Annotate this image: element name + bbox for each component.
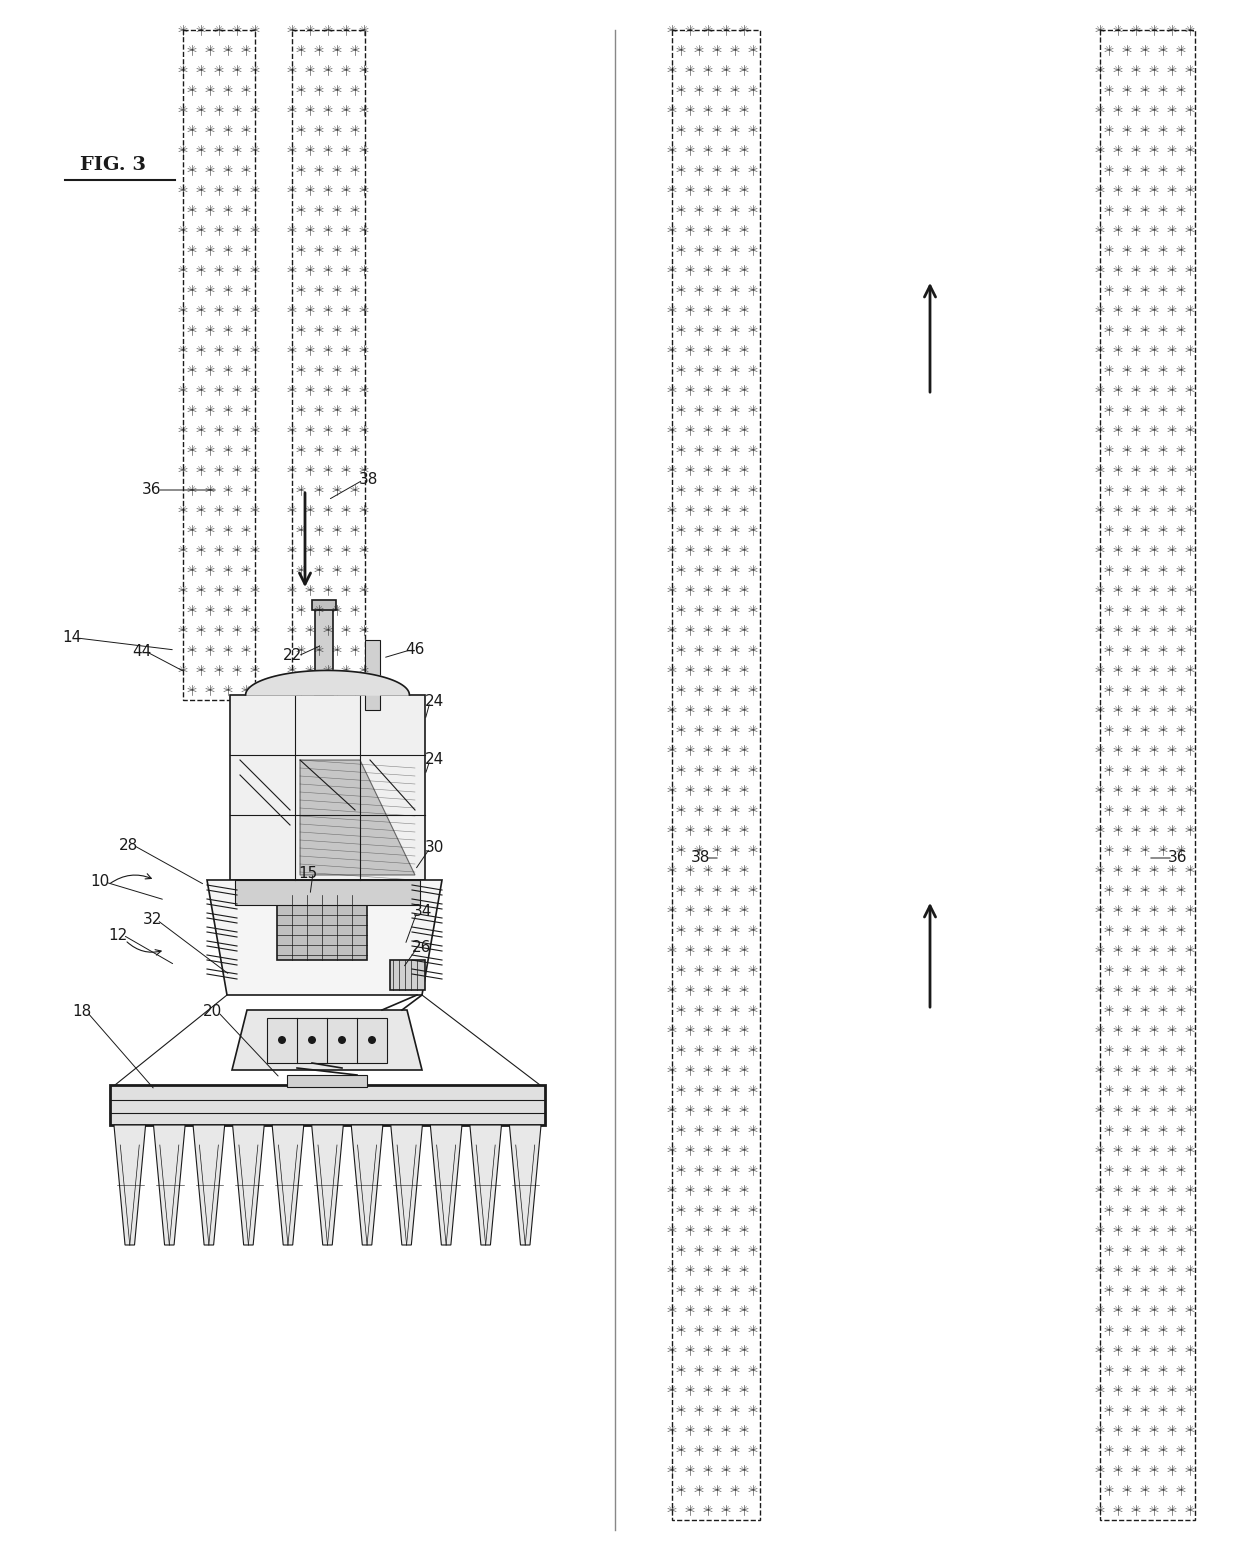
Bar xyxy=(391,961,425,990)
Circle shape xyxy=(278,1037,286,1044)
Bar xyxy=(277,896,367,961)
Text: 15: 15 xyxy=(299,866,317,880)
Text: 38: 38 xyxy=(358,472,378,487)
Polygon shape xyxy=(272,1125,304,1245)
Polygon shape xyxy=(154,1125,185,1245)
Text: 28: 28 xyxy=(118,838,138,852)
Bar xyxy=(1100,29,1195,1519)
Polygon shape xyxy=(311,1125,343,1245)
Polygon shape xyxy=(193,1125,224,1245)
Polygon shape xyxy=(233,1125,264,1245)
Text: 24: 24 xyxy=(425,753,445,768)
Bar xyxy=(110,1085,546,1125)
Text: 20: 20 xyxy=(203,1004,223,1020)
Polygon shape xyxy=(510,1125,541,1245)
Text: 32: 32 xyxy=(143,913,161,928)
Circle shape xyxy=(368,1037,376,1044)
Bar xyxy=(315,605,334,695)
Text: 34: 34 xyxy=(413,905,432,919)
Bar xyxy=(286,1076,367,1086)
Bar xyxy=(672,29,760,1519)
Text: 10: 10 xyxy=(91,874,109,889)
Text: FIG. 3: FIG. 3 xyxy=(81,157,146,174)
Bar xyxy=(312,601,336,610)
Polygon shape xyxy=(114,1125,145,1245)
Polygon shape xyxy=(351,1125,383,1245)
Text: 44: 44 xyxy=(133,644,151,660)
Text: 22: 22 xyxy=(284,649,303,664)
Text: 36: 36 xyxy=(143,483,161,498)
Circle shape xyxy=(339,1037,346,1044)
Polygon shape xyxy=(246,670,409,695)
Text: 26: 26 xyxy=(413,941,432,956)
Text: 14: 14 xyxy=(62,630,82,646)
Circle shape xyxy=(308,1037,316,1044)
Bar xyxy=(365,639,379,709)
Bar xyxy=(236,880,420,905)
Text: 12: 12 xyxy=(108,928,128,942)
Text: 46: 46 xyxy=(405,643,424,658)
Polygon shape xyxy=(430,1125,463,1245)
Text: 38: 38 xyxy=(691,850,709,866)
Bar xyxy=(229,695,425,880)
Text: 36: 36 xyxy=(1168,850,1188,866)
Bar xyxy=(184,29,255,700)
Polygon shape xyxy=(232,1010,422,1069)
Polygon shape xyxy=(391,1125,423,1245)
Bar xyxy=(291,29,365,700)
Polygon shape xyxy=(207,880,441,995)
Bar xyxy=(267,1018,387,1063)
Text: 18: 18 xyxy=(72,1004,92,1020)
Text: 30: 30 xyxy=(425,841,445,855)
Text: 24: 24 xyxy=(425,694,445,709)
Polygon shape xyxy=(470,1125,501,1245)
Polygon shape xyxy=(300,760,415,875)
